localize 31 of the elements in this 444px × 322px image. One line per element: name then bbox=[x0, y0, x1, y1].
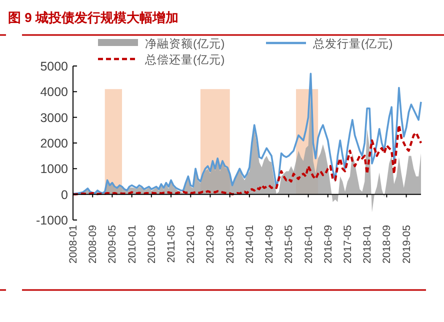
chart-title: 图 9 城投债发行规模大幅增加 bbox=[8, 10, 178, 25]
x-tick-label: 2010-01 bbox=[126, 224, 138, 264]
x-tick-label: 2018-09 bbox=[381, 224, 394, 264]
x-tick-label: 2015-05 bbox=[283, 224, 296, 264]
x-tick-label: 2012-01 bbox=[185, 224, 198, 264]
x-tick-label: 2014-09 bbox=[264, 224, 276, 264]
legend-label: 净融资额(亿元) bbox=[145, 36, 225, 50]
x-tick-label: 2019-05 bbox=[400, 224, 413, 264]
line-series bbox=[72, 72, 422, 195]
y-tick-label: -1000 bbox=[36, 214, 68, 228]
x-tick-label: 2018-01 bbox=[362, 224, 374, 264]
x-tick-label: 2008-01 bbox=[68, 224, 80, 264]
legend-label: 总发行量(亿元) bbox=[312, 38, 393, 50]
x-tick-label: 2012-09 bbox=[204, 224, 217, 264]
line-series bbox=[72, 124, 422, 196]
y-tick-label: 0 bbox=[61, 188, 68, 202]
y-tick-label: 3000 bbox=[40, 110, 68, 125]
x-tick-label: 2016-01 bbox=[302, 224, 315, 264]
x-tick-label: 2010-09 bbox=[146, 224, 158, 264]
y-tick-label: 4000 bbox=[40, 85, 68, 100]
x-tick-label: 2014-01 bbox=[244, 224, 256, 264]
x-tick-label: 2013-05 bbox=[224, 224, 236, 264]
y-tick-label: 5000 bbox=[40, 60, 68, 74]
x-tick-label: 2011-05 bbox=[166, 224, 178, 263]
x-tick-label: 2017-05 bbox=[342, 224, 354, 264]
x-tick-label: 2016-09 bbox=[322, 224, 334, 264]
y-tick-label: 1000 bbox=[40, 162, 68, 176]
x-tick-label: 2009-05 bbox=[106, 224, 119, 264]
x-tick-label: 2008-09 bbox=[87, 224, 100, 264]
legend-label: 总偿还量(亿元) bbox=[144, 54, 225, 66]
y-tick-label: 2000 bbox=[40, 136, 68, 150]
